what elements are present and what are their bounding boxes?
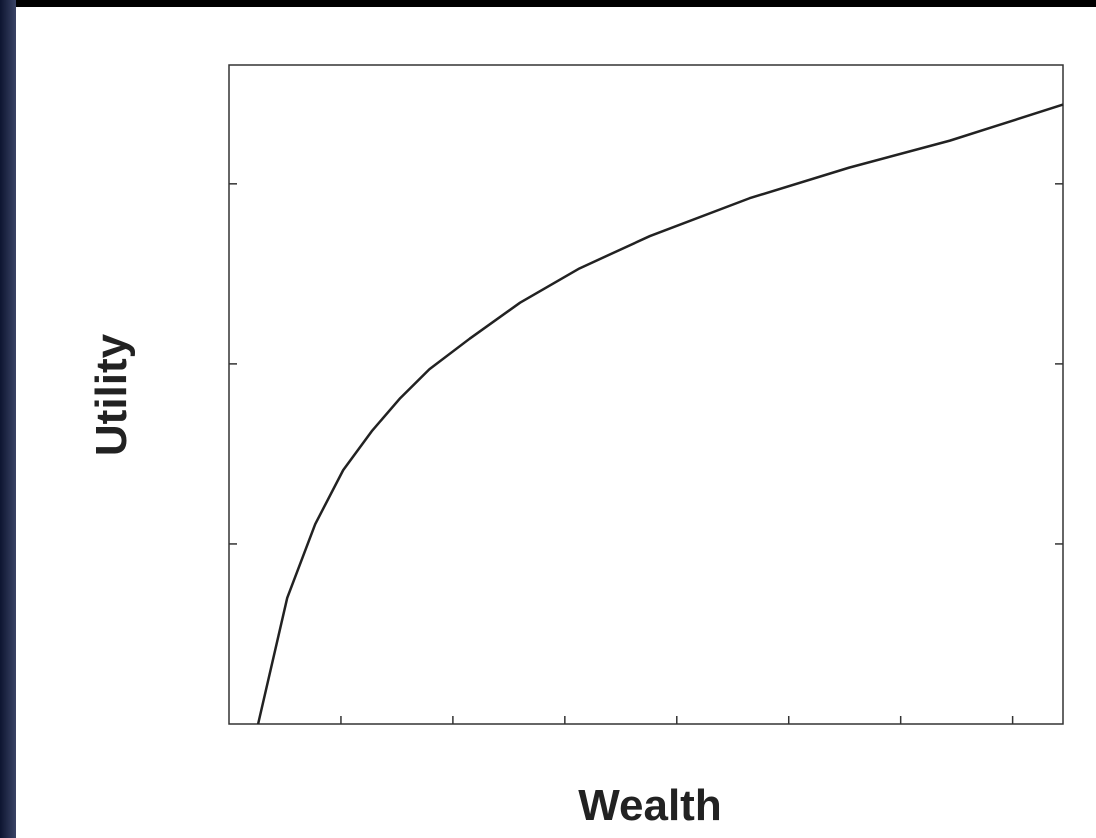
x-axis-label: Wealth <box>578 781 721 830</box>
y-axis-label: Utility <box>87 333 136 456</box>
top-border <box>0 0 1096 7</box>
plot-frame <box>228 64 1064 725</box>
line-series <box>256 103 1064 725</box>
left-border <box>0 0 16 838</box>
